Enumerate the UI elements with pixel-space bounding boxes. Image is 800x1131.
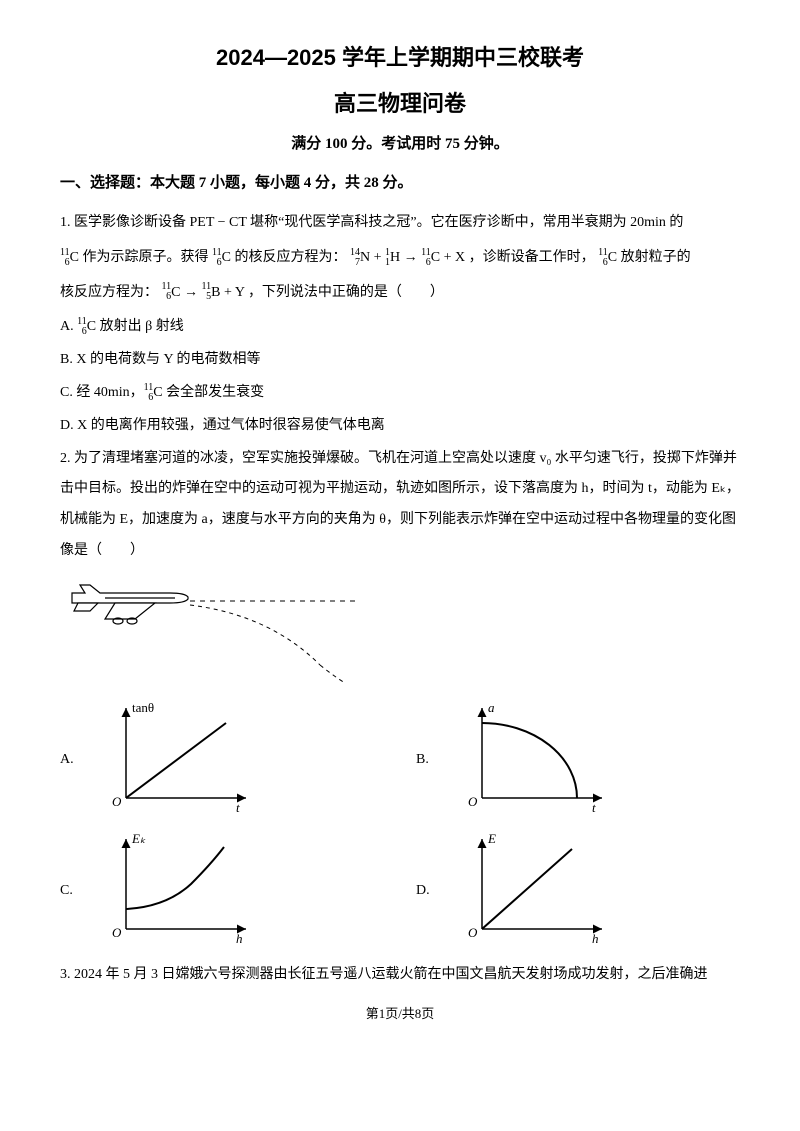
q2-graphC: O h Eₖ <box>96 829 296 954</box>
q1-line2: 116C 作为示踪原子。获得 116C 的核反应方程为： 147N + 11H … <box>60 243 740 274</box>
q1-optD: D. X 的电离作用较强，通过气体时很容易使气体电离 <box>60 411 740 442</box>
svg-text:h: h <box>236 931 243 946</box>
svg-text:tanθ: tanθ <box>132 700 154 715</box>
section-heading: 一、选择题：本大题 7 小题，每小题 4 分，共 28 分。 <box>60 171 740 192</box>
q1-line3: 核反应方程为： 116C → 115B + Y ，下列说法中正确的是（ ） <box>60 278 740 309</box>
title-sub: 高三物理问卷 <box>60 86 740 118</box>
svg-text:t: t <box>592 800 596 815</box>
svg-text:a: a <box>488 700 495 715</box>
svg-text:h: h <box>592 931 599 946</box>
q2-labelA: A. <box>60 752 90 768</box>
svg-text:O: O <box>112 925 122 940</box>
svg-text:O: O <box>468 925 478 940</box>
svg-text:Eₖ: Eₖ <box>131 831 146 846</box>
q3-line: 3. 2024 年 5 月 3 日嫦娥六号探测器由长征五号遥八运载火箭在中国文昌… <box>60 960 740 991</box>
q1-line1: 1. 医学影像诊断设备 PET − CT 堪称“现代医学高科技之冠”。它在医疗诊… <box>60 208 740 239</box>
title-main: 2024—2025 学年上学期期中三校联考 <box>60 40 740 72</box>
q2-graphD: O h E <box>452 829 652 954</box>
q1-optA: A. 116C 放射出 β 射线 <box>60 312 740 343</box>
q2-text: 2. 为了清理堵塞河道的冰凌，空军实施投弹爆破。飞机在河道上空高处以速度 v₀ … <box>60 444 740 567</box>
svg-text:O: O <box>112 794 122 809</box>
svg-text:O: O <box>468 794 478 809</box>
q2-graphA: O t tanθ <box>96 698 296 823</box>
svg-text:t: t <box>236 800 240 815</box>
q1-optC: C. 经 40min，116C 会全部发生衰变 <box>60 378 740 409</box>
page-footer: 第1页/共8页 <box>60 1003 740 1022</box>
q2-labelB: B. <box>416 752 446 768</box>
q2-plane-figure <box>60 575 740 690</box>
q1-optB: B. X 的电荷数与 Y 的电荷数相等 <box>60 345 740 376</box>
q2-graphB: O t a <box>452 698 652 823</box>
q2-labelD: D. <box>416 883 446 899</box>
svg-text:E: E <box>487 831 496 846</box>
title-info: 满分 100 分。考试用时 75 分钟。 <box>60 132 740 153</box>
q2-labelC: C. <box>60 883 90 899</box>
